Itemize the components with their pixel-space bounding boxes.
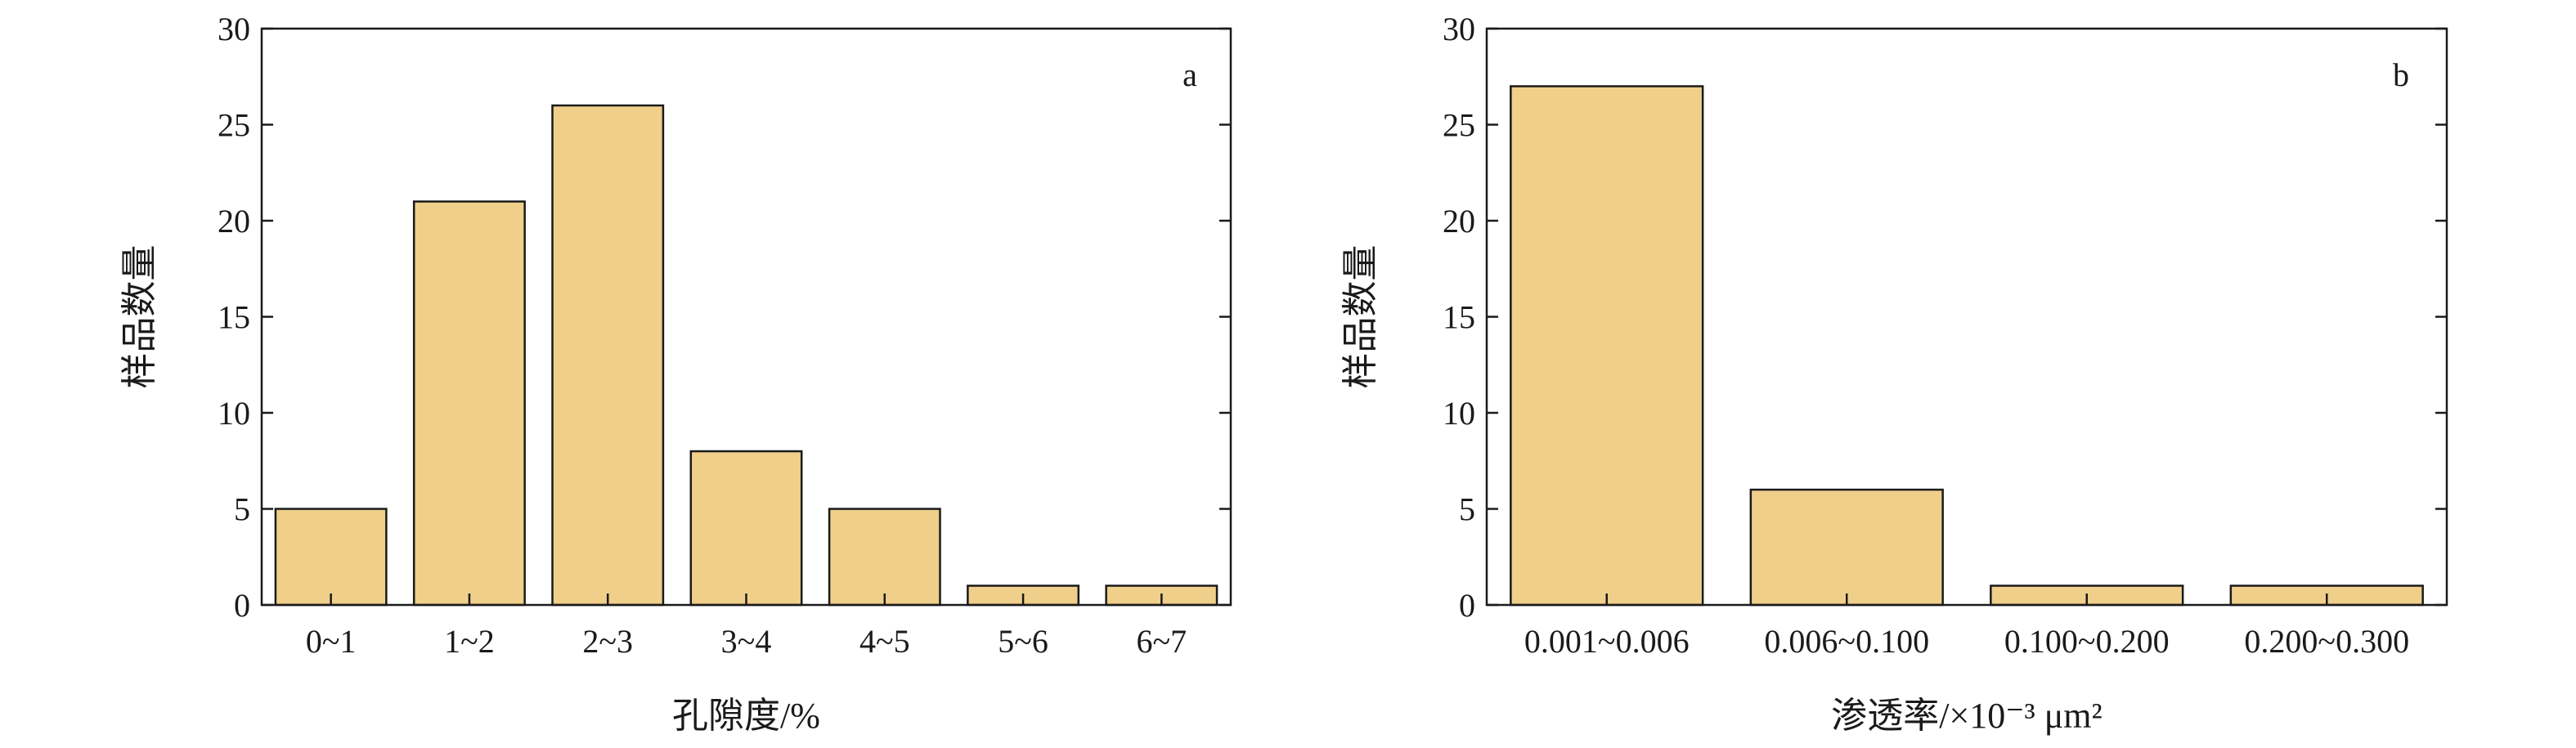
y-tick-label: 20	[218, 203, 250, 240]
x-tick-label: 0.200~0.300	[2244, 623, 2409, 660]
x-tick-label: 0.006~0.100	[1764, 623, 1929, 660]
panel-label: a	[1183, 56, 1197, 93]
panel-label: b	[2393, 56, 2409, 93]
x-tick-label: 0~1	[306, 623, 357, 660]
bar	[274, 508, 388, 607]
y-tick-label: 15	[1443, 299, 1475, 336]
x-tick-label: 1~2	[444, 623, 495, 660]
bar	[828, 508, 941, 607]
panel-a: 0 5 10 15 20 25 30 0~1 1~2 2~3 3~4 4~5 5~6 6~7 孔隙度/% 样品…	[119, 11, 1232, 736]
y-tick-label: 0	[1459, 587, 1475, 624]
bar	[1749, 488, 1944, 607]
y-tick-label: 10	[218, 395, 250, 432]
y-tick-label: 5	[234, 491, 250, 528]
y-tick-label: 25	[1443, 107, 1475, 144]
y-axis-title: 样品数量	[1340, 245, 1380, 389]
x-tick-label: 0.001~0.006	[1524, 623, 1690, 660]
bar	[1510, 85, 1704, 607]
y-tick-label: 30	[218, 11, 250, 47]
y-tick-label: 30	[1443, 11, 1475, 47]
y-tick-label: 25	[218, 107, 250, 144]
y-tick-label: 5	[1459, 491, 1475, 528]
bar	[412, 200, 526, 607]
x-tick-label: 2~3	[582, 623, 633, 660]
panel-b: 0 5 10 15 20 25 30 0.001~0.006 0.006~0.100 0.100~…	[1340, 11, 2448, 736]
y-tick-label: 15	[218, 299, 250, 336]
y-axis-title: 样品数量	[119, 245, 159, 389]
x-axis-title: 渗透率/×10⁻³ μm²	[1831, 696, 2102, 736]
bar	[551, 104, 665, 607]
y-tick-label: 0	[234, 587, 250, 624]
x-tick-label: 4~5	[859, 623, 910, 660]
bar	[689, 450, 803, 607]
y-tick-label: 10	[1443, 395, 1475, 432]
x-tick-label: 3~4	[721, 623, 772, 660]
x-tick-label: 0.100~0.200	[2004, 623, 2170, 660]
x-tick-label: 6~7	[1137, 623, 1187, 660]
x-tick-label: 5~6	[998, 623, 1048, 660]
x-axis-title: 孔隙度/%	[672, 696, 820, 736]
y-tick-label: 20	[1443, 203, 1475, 240]
